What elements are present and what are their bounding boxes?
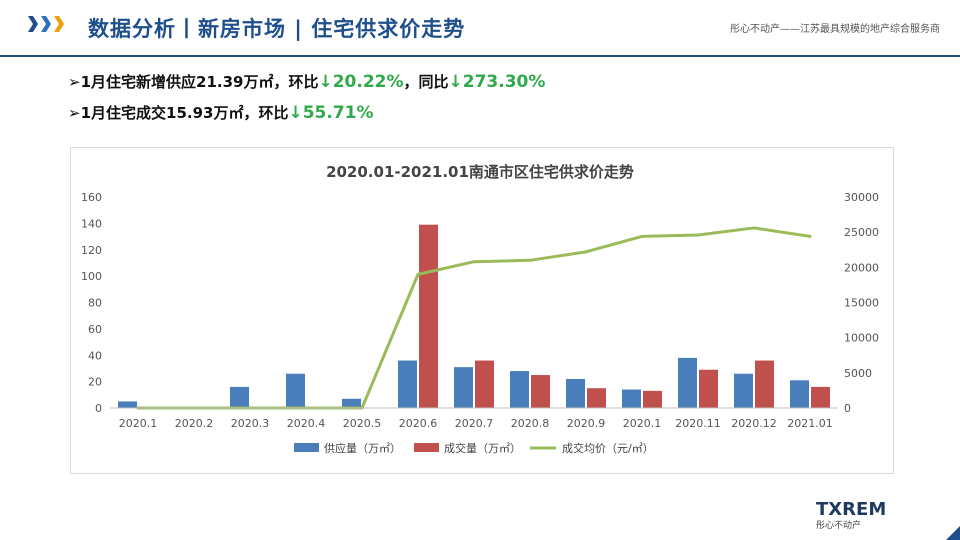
y-left-tick-label: 140: [81, 217, 102, 230]
y-left-tick-label: 40: [88, 349, 102, 362]
y-left-tick-label: 80: [88, 297, 102, 310]
y-right-tick-label: 25000: [844, 226, 879, 239]
y-right-tick-label: 20000: [844, 261, 879, 274]
legend-supply-swatch: [294, 443, 319, 452]
corner-decoration: [946, 526, 960, 540]
bar-deal: [699, 369, 718, 408]
x-tick-label: 2020.2: [175, 417, 214, 430]
stat-highlight: ↓55.71%: [288, 103, 374, 123]
stat-line-deal: ➢1月住宅成交15.93万㎡，环比↓55.71%: [68, 103, 545, 134]
chevron-icon: [28, 16, 67, 32]
stat-highlight: ↓20.22%: [318, 72, 404, 92]
bar-deal: [643, 390, 662, 408]
legend-price-label: 成交均价（元/㎡）: [562, 441, 654, 455]
x-tick-label: 2020.8: [511, 417, 550, 430]
price-point: [696, 233, 700, 237]
legend-deal-label: 成交量（万㎡）: [444, 441, 521, 455]
y-left-tick-label: 20: [88, 376, 102, 389]
logo-wordmark: TXREM: [816, 499, 887, 520]
stat-text: ➢1月住宅成交15.93万㎡，环比: [68, 104, 289, 122]
x-tick-label: 2020.11: [675, 417, 721, 430]
x-tick-label: 2020.7: [455, 417, 494, 430]
y-right-tick-label: 15000: [844, 297, 879, 310]
x-axis: 2020.1 2020.2 2020.3 2020.4 2020.5 2020.6 2020…: [110, 407, 838, 430]
y-left-tick-label: 100: [81, 270, 102, 283]
bar-supply: [230, 386, 249, 408]
bar-deal: [419, 224, 438, 408]
price-point: [416, 272, 420, 276]
stat-text: ，同比: [403, 73, 449, 91]
bar-supply: [118, 401, 137, 408]
x-tick-label: 2020.12: [731, 417, 777, 430]
bar-deal: [531, 375, 550, 408]
page-title: 数据分析丨新房市场 | 住宅供求价走势: [88, 17, 466, 41]
x-tick-label: 2020.3: [231, 417, 270, 430]
price-point: [752, 226, 756, 230]
left-axis-ticks: 0 20 40 60 80 100 120 140 160: [81, 191, 102, 415]
y-left-tick-label: 0: [95, 402, 102, 415]
bar-supply: [678, 357, 697, 408]
chart-panel: [70, 147, 894, 474]
bar-supply: [566, 378, 585, 408]
bar-supply: [790, 380, 809, 408]
bar-series: [118, 224, 830, 408]
stats-summary: ➢1月住宅新增供应21.39万㎡，环比↓20.22%，同比↓273.30% ➢1…: [68, 72, 545, 134]
bar-supply: [510, 371, 529, 408]
x-tick-label: 2020.1: [119, 417, 158, 430]
x-tick-label: 2020.5: [343, 417, 382, 430]
price-point: [584, 250, 588, 254]
header-divider: [0, 55, 960, 57]
y-right-tick-label: 30000: [844, 191, 879, 204]
y-left-tick-label: 160: [81, 191, 102, 204]
stat-text: ➢1月住宅新增供应21.39万㎡，环比: [68, 73, 319, 91]
price-point: [808, 234, 812, 238]
y-left-tick-label: 60: [88, 323, 102, 336]
x-tick-label: 2020.1: [623, 417, 662, 430]
price-point: [472, 260, 476, 264]
bar-deal: [755, 360, 774, 408]
bar-supply: [342, 398, 361, 408]
x-tick-label: 2020.9: [567, 417, 606, 430]
company-tagline: 彤心不动产——江苏最具规模的地产综合服务商: [730, 24, 940, 35]
stat-line-supply: ➢1月住宅新增供应21.39万㎡，环比↓20.22%，同比↓273.30%: [68, 72, 545, 103]
bar-supply: [622, 389, 641, 408]
x-tick-label: 2020.4: [287, 417, 326, 430]
price-point: [640, 234, 644, 238]
logo-subtitle: 彤心不动产: [816, 521, 862, 531]
bar-supply: [286, 373, 305, 408]
y-right-tick-label: 0: [844, 402, 851, 415]
x-tick-label: 2020.6: [399, 417, 438, 430]
bar-deal: [811, 386, 830, 408]
right-axis-ticks: 0 5000 10000 15000 20000 25000 30000: [844, 191, 879, 415]
legend-deal-swatch: [414, 443, 439, 452]
chart-title: 2020.01-2021.01南通市区住宅供求价走势: [326, 163, 634, 181]
y-left-tick-label: 120: [81, 244, 102, 257]
bar-supply: [454, 367, 473, 408]
bar-supply: [734, 373, 753, 408]
legend: 供应量（万㎡） 成交量（万㎡） 成交均价（元/㎡）: [294, 441, 654, 455]
bar-deal: [475, 360, 494, 408]
header: 数据分析丨新房市场 | 住宅供求价走势 彤心不动产——江苏最具规模的地产综合服务…: [0, 0, 960, 58]
legend-supply-label: 供应量（万㎡）: [324, 441, 401, 455]
y-right-tick-label: 10000: [844, 332, 879, 345]
price-point: [528, 258, 532, 262]
bar-supply: [398, 360, 417, 408]
stat-highlight: ↓273.30%: [448, 72, 546, 92]
brand-logo: TXREM 彤心不动产: [816, 499, 888, 531]
bar-deal: [587, 388, 606, 408]
x-tick-label: 2021.01: [787, 417, 833, 430]
y-right-tick-label: 5000: [844, 367, 872, 380]
